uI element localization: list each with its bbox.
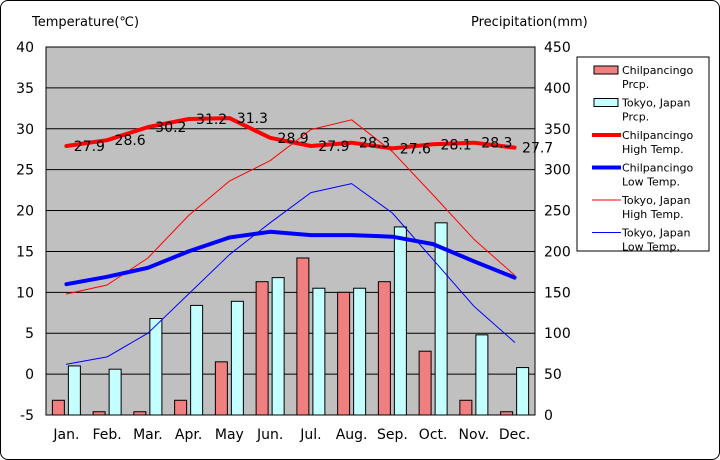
legend-tokyo-japan-prcp-label: Tokyo, Japan [621,97,690,110]
bar-chilpancingo-prcp [418,350,432,416]
bar-tokyo-prcp [353,287,367,416]
legend-chilpancingo-prcp-label: Prcp. [622,78,649,91]
x-tick-label: Dec. [499,427,531,443]
legend-chilpancingo-high-temp-label: High Temp. [622,143,684,156]
right-tick-label: 200 [544,244,571,260]
left-tick-label: 5 [25,326,34,342]
left-tick-label: 15 [16,244,34,260]
left-tick-label: 30 [16,122,34,138]
bar-tokyo-prcp [108,368,122,416]
bar-chilpancingo-prcp [174,399,188,416]
legend-chilpancingo-low-temp-label: Low Temp. [622,176,680,189]
legend-chilpancingo-prcp-label: Chilpancingo [622,64,694,77]
data-label-high-temp: 31.3 [237,111,268,127]
legend-tokyo-japan-low-temp-label: Low Temp. [622,241,680,254]
data-label-high-temp: 27.9 [318,139,349,155]
bar-tokyo-prcp [434,222,448,416]
legend-tokyo-japan-prcp-swatch [593,98,619,107]
data-label-high-temp: 30.2 [155,120,186,136]
left-tick-label: 10 [16,285,34,301]
data-label-high-temp: 27.7 [522,141,553,157]
bar-tokyo-prcp [312,287,326,416]
tokyo-japan-high-temp-line [65,119,516,295]
bar-tokyo-prcp [271,277,285,416]
bar-tokyo-prcp [67,365,81,416]
data-label-high-temp: 28.9 [278,131,309,147]
legend [576,56,710,252]
x-tick-label: May [215,427,244,443]
legend-tokyo-japan-prcp-label: Prcp. [622,111,649,124]
bar-tokyo-prcp [190,304,204,416]
x-tick-label: Jun. [256,427,283,443]
right-tick-label: 250 [544,204,571,220]
legend-tokyo-japan-low-temp-label: Tokyo, Japan [621,227,690,240]
right-tick-label: 450 [544,40,571,56]
x-tick-label: Oct. [419,427,448,443]
x-tick-label: Apr. [175,427,202,443]
right-tick-label: 50 [544,367,562,383]
data-label-high-temp: 28.6 [115,133,146,149]
bar-tokyo-prcp [149,318,163,416]
bar-chilpancingo-prcp [377,281,391,416]
bar-tokyo-prcp [475,334,489,416]
right-axis-label: Precipitation(mm) [471,15,588,30]
legend-chilpancingo-low-temp-label: Chilpancingo [622,162,694,175]
x-tick-label: Jul. [299,427,321,443]
bar-chilpancingo-prcp [51,399,65,416]
bar-tokyo-prcp [516,367,530,416]
data-label-high-temp: 28.1 [441,137,472,153]
data-label-high-temp: 27.9 [74,139,105,155]
x-tick-label: Nov. [459,427,490,443]
bar-chilpancingo-prcp [337,291,351,416]
right-tick-label: 100 [544,326,571,342]
bar-tokyo-prcp [393,226,407,416]
bar-chilpancingo-prcp [459,399,473,416]
data-label-high-temp: 27.6 [400,141,431,157]
left-tick-label: 0 [25,367,34,383]
x-tick-label: Sep. [377,427,408,443]
data-label-high-temp: 28.3 [359,136,390,152]
legend-chilpancingo-prcp-swatch [593,65,619,75]
legend-tokyo-japan-high-temp-label: High Temp. [622,208,684,221]
tokyo-japan-low-temp-line [65,183,516,365]
right-tick-label: 150 [544,285,571,301]
chilpancingo-low-temp-line [64,229,517,287]
bar-chilpancingo-prcp [255,281,269,416]
x-tick-label: Aug. [336,427,368,443]
plot-border [45,46,536,416]
plot-area [46,47,535,415]
data-label-high-temp: 31.2 [196,112,227,128]
x-tick-label: Mar. [133,427,163,443]
left-tick-label: 20 [16,204,34,220]
bar-chilpancingo-prcp [296,257,310,416]
right-tick-label: 300 [544,163,571,179]
left-axis-label: Temperature(℃) [32,15,140,30]
data-label-high-temp: 28.3 [481,136,512,152]
right-tick-label: 0 [544,408,553,424]
left-tick-label: 35 [16,81,34,97]
right-tick-label: 350 [544,122,571,138]
bar-chilpancingo-prcp [214,361,228,416]
bar-tokyo-prcp [230,300,244,416]
x-tick-label: Feb. [93,427,122,443]
legend-tokyo-japan-high-temp-label: Tokyo, Japan [621,194,690,207]
left-tick-label: 25 [16,163,34,179]
legend-chilpancingo-high-temp-label: Chilpancingo [622,129,694,142]
left-tick-label: 40 [16,40,34,56]
right-tick-label: 400 [544,81,571,97]
left-tick-label: -5 [20,408,34,424]
chilpancingo-high-temp-line [64,116,517,151]
x-tick-label: Jan. [52,427,79,443]
